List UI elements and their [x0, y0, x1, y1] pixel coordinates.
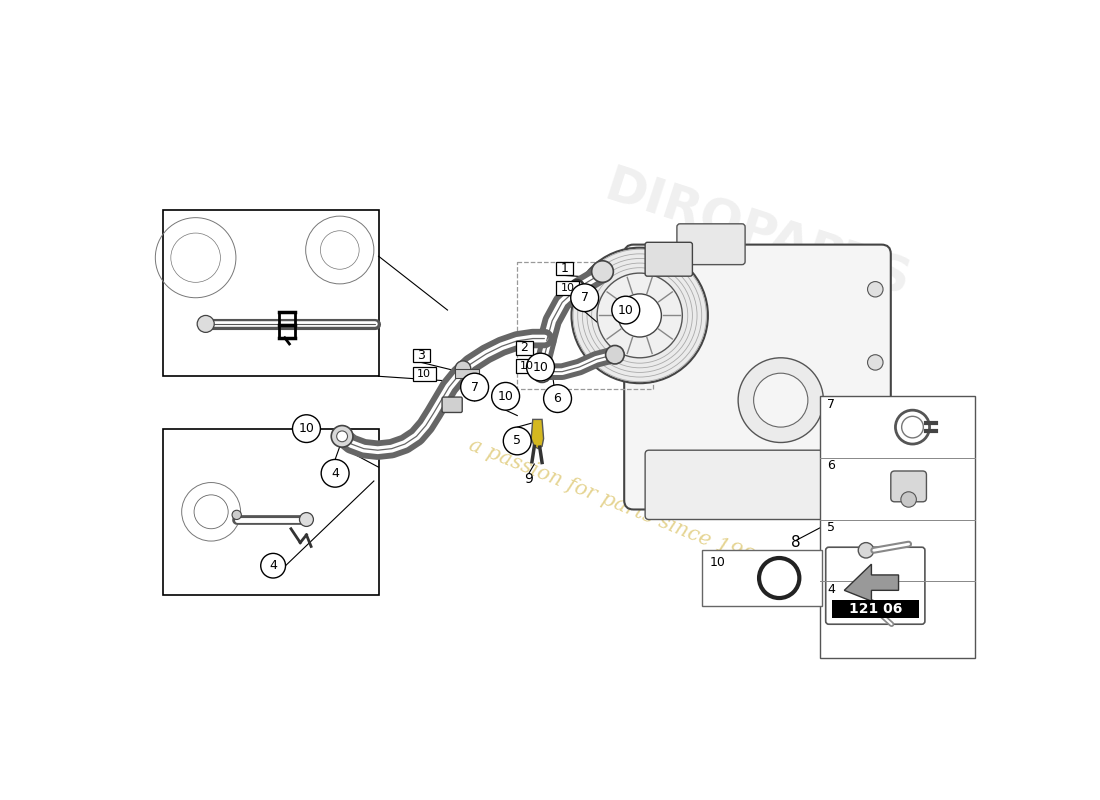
Circle shape: [504, 427, 531, 455]
Polygon shape: [845, 564, 899, 601]
Text: 3: 3: [417, 349, 425, 362]
Circle shape: [543, 385, 572, 413]
Circle shape: [321, 459, 349, 487]
Polygon shape: [531, 419, 543, 449]
Text: 10: 10: [710, 556, 725, 569]
Circle shape: [754, 373, 807, 427]
Text: 5: 5: [827, 521, 835, 534]
Text: 7: 7: [471, 381, 478, 394]
FancyBboxPatch shape: [820, 396, 975, 658]
Circle shape: [571, 284, 598, 312]
FancyBboxPatch shape: [826, 547, 925, 624]
Circle shape: [461, 373, 488, 401]
Circle shape: [261, 554, 286, 578]
Circle shape: [197, 315, 215, 332]
FancyBboxPatch shape: [163, 429, 378, 595]
Text: 4: 4: [331, 467, 339, 480]
Circle shape: [868, 282, 883, 297]
FancyBboxPatch shape: [412, 349, 430, 362]
FancyBboxPatch shape: [556, 262, 573, 275]
Circle shape: [606, 346, 624, 364]
Circle shape: [592, 261, 614, 282]
Text: DIROPARTS: DIROPARTS: [598, 162, 916, 306]
Circle shape: [858, 542, 873, 558]
Text: 10: 10: [417, 369, 431, 379]
Text: 1: 1: [561, 262, 569, 275]
Circle shape: [455, 361, 471, 376]
FancyBboxPatch shape: [516, 359, 539, 373]
Text: 10: 10: [561, 282, 574, 293]
Text: 7: 7: [827, 398, 835, 411]
Text: 4: 4: [827, 582, 835, 596]
FancyBboxPatch shape: [645, 242, 692, 276]
Circle shape: [532, 364, 551, 382]
Circle shape: [868, 354, 883, 370]
Circle shape: [331, 426, 353, 447]
FancyBboxPatch shape: [455, 369, 478, 378]
Text: 10: 10: [532, 361, 549, 374]
Circle shape: [597, 273, 682, 358]
FancyBboxPatch shape: [891, 471, 926, 502]
Text: 6: 6: [553, 392, 561, 405]
Circle shape: [572, 248, 708, 383]
FancyBboxPatch shape: [645, 450, 878, 519]
FancyBboxPatch shape: [556, 281, 580, 294]
FancyBboxPatch shape: [412, 367, 436, 381]
Text: 10: 10: [618, 303, 634, 317]
Text: 10: 10: [497, 390, 514, 403]
Text: 4: 4: [270, 559, 277, 572]
Circle shape: [527, 353, 554, 381]
Text: 121 06: 121 06: [848, 602, 902, 616]
Text: 6: 6: [827, 459, 835, 473]
Circle shape: [868, 428, 883, 443]
Text: 7: 7: [581, 291, 589, 304]
Circle shape: [337, 431, 348, 442]
FancyBboxPatch shape: [676, 224, 745, 265]
Text: 5: 5: [514, 434, 521, 447]
Circle shape: [293, 414, 320, 442]
Text: 2: 2: [520, 342, 528, 354]
FancyBboxPatch shape: [624, 245, 891, 510]
Circle shape: [862, 599, 878, 615]
Circle shape: [868, 481, 883, 496]
Circle shape: [612, 296, 640, 324]
Circle shape: [299, 513, 314, 526]
Circle shape: [492, 382, 519, 410]
Text: a passion for parts since 1985: a passion for parts since 1985: [466, 435, 770, 573]
Circle shape: [538, 369, 547, 378]
FancyBboxPatch shape: [163, 210, 378, 376]
Text: 9: 9: [525, 473, 533, 486]
FancyBboxPatch shape: [832, 599, 918, 618]
FancyBboxPatch shape: [702, 550, 822, 606]
Text: 10: 10: [298, 422, 315, 435]
Circle shape: [738, 358, 824, 442]
Circle shape: [618, 294, 661, 337]
FancyBboxPatch shape: [516, 341, 532, 354]
Text: 10: 10: [520, 362, 535, 371]
Circle shape: [232, 510, 241, 519]
Circle shape: [901, 492, 916, 507]
FancyBboxPatch shape: [442, 397, 462, 413]
Text: 8: 8: [791, 535, 801, 550]
